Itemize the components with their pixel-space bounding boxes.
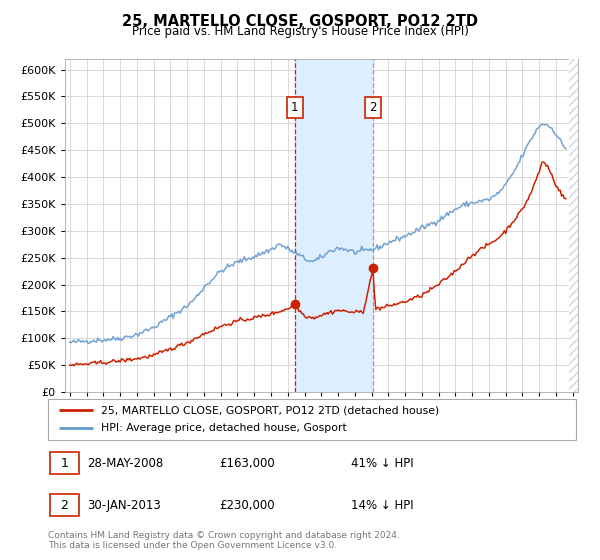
Text: Price paid vs. HM Land Registry's House Price Index (HPI): Price paid vs. HM Land Registry's House … (131, 25, 469, 38)
Text: 1: 1 (291, 101, 298, 114)
Text: HPI: Average price, detached house, Gosport: HPI: Average price, detached house, Gosp… (101, 423, 347, 433)
Text: 25, MARTELLO CLOSE, GOSPORT, PO12 2TD: 25, MARTELLO CLOSE, GOSPORT, PO12 2TD (122, 14, 478, 29)
Text: 2: 2 (61, 499, 68, 512)
Text: 41% ↓ HPI: 41% ↓ HPI (351, 457, 413, 470)
Text: £230,000: £230,000 (219, 499, 275, 512)
Bar (569, 59, 578, 392)
Text: 28-MAY-2008: 28-MAY-2008 (87, 457, 163, 470)
Text: 25, MARTELLO CLOSE, GOSPORT, PO12 2TD (detached house): 25, MARTELLO CLOSE, GOSPORT, PO12 2TD (d… (101, 405, 439, 415)
Text: Contains HM Land Registry data © Crown copyright and database right 2024.
This d: Contains HM Land Registry data © Crown c… (48, 530, 400, 550)
Text: 30-JAN-2013: 30-JAN-2013 (87, 499, 161, 512)
Text: 14% ↓ HPI: 14% ↓ HPI (351, 499, 413, 512)
Text: 1: 1 (61, 457, 68, 470)
Bar (295, 59, 373, 392)
Text: 2: 2 (369, 101, 377, 114)
Text: £163,000: £163,000 (219, 457, 275, 470)
